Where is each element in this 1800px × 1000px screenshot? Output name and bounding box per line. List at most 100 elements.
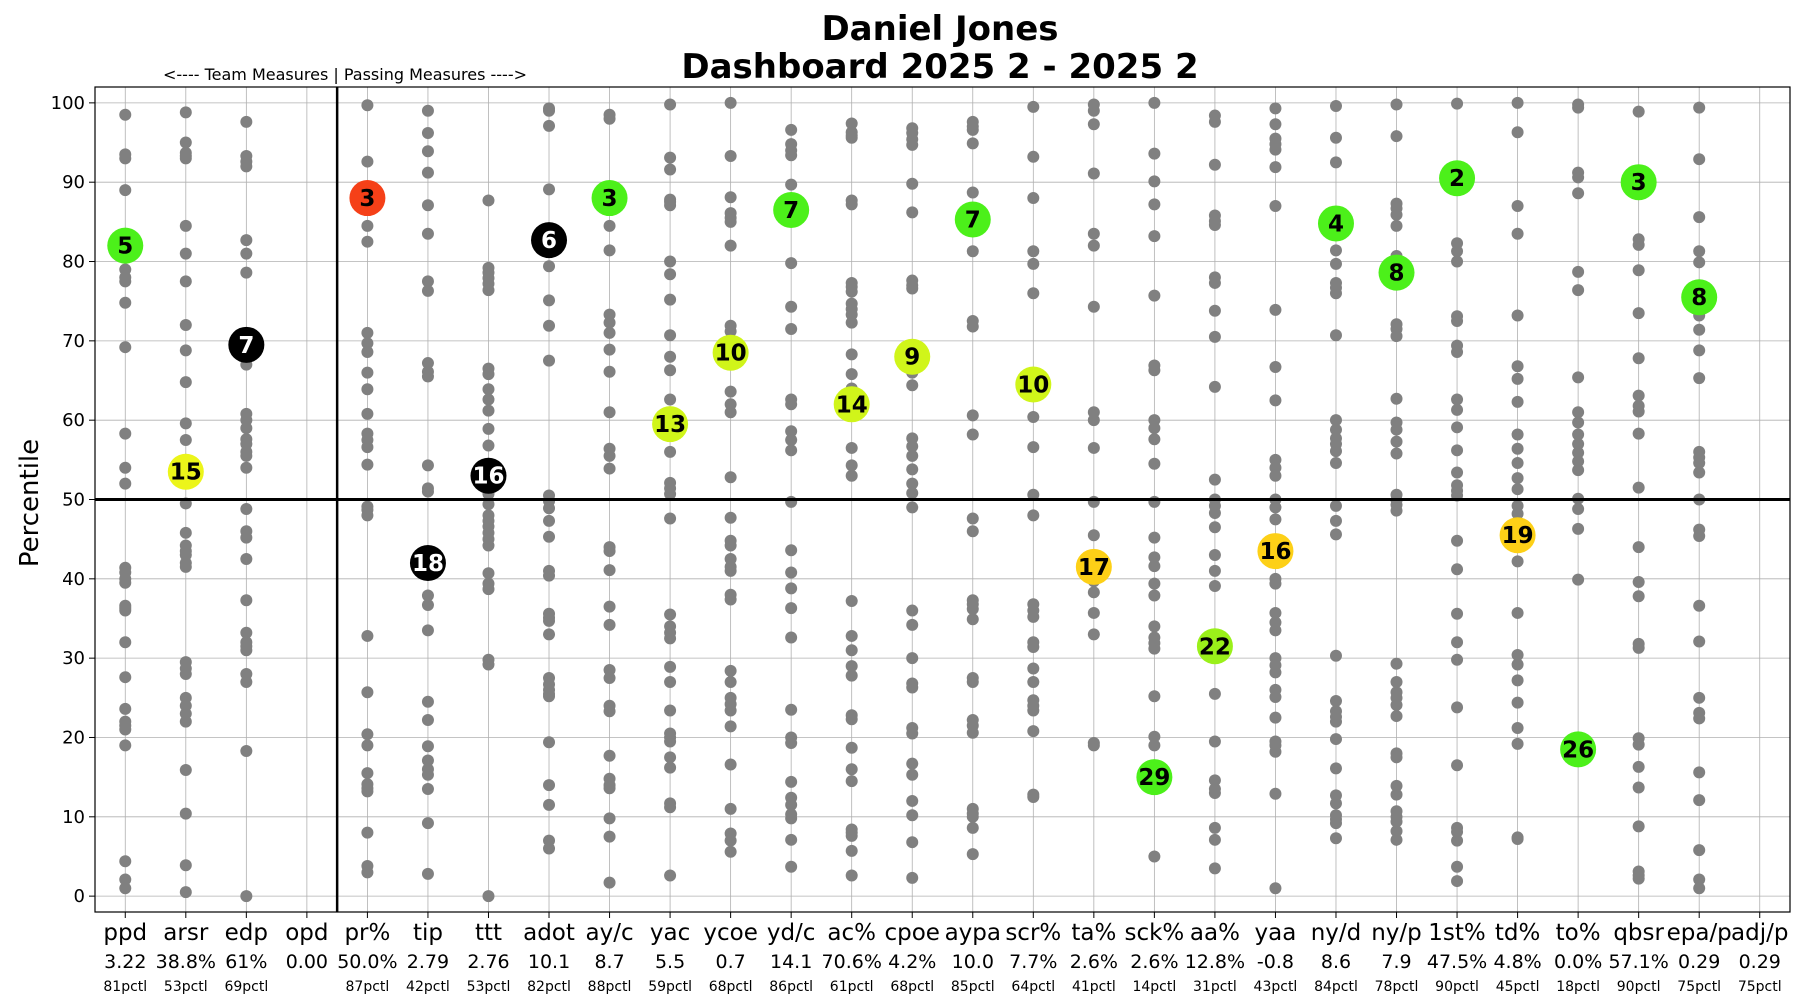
other-player-dot <box>240 422 253 435</box>
category-value: 47.5% <box>1427 951 1487 973</box>
category-percentile: 85pctl <box>951 979 995 995</box>
other-player-dot <box>1572 573 1585 586</box>
other-player-dot <box>421 357 434 370</box>
other-player-dot <box>421 589 434 602</box>
category-value: 0.00 <box>286 951 328 973</box>
other-player-dot <box>1511 674 1524 687</box>
category-value: 2.6% <box>1070 951 1118 973</box>
category-label: adot <box>523 920 575 946</box>
category-percentile: 45pctl <box>1496 979 1540 995</box>
other-player-dot <box>1148 551 1161 564</box>
other-player-dot <box>119 275 132 288</box>
category-percentile: 68pctl <box>890 979 934 995</box>
other-player-dot <box>1572 101 1585 114</box>
other-player-dot <box>664 751 677 764</box>
other-player-dot <box>906 138 919 151</box>
other-player-dot <box>906 809 919 822</box>
other-player-dot <box>1632 641 1645 654</box>
other-player-dot <box>845 198 858 211</box>
other-player-dot <box>845 713 858 726</box>
other-player-dot <box>1329 817 1342 830</box>
other-player-dot <box>785 398 798 411</box>
player-marker <box>1015 366 1052 403</box>
other-player-dot <box>906 768 919 781</box>
other-player-dot <box>1148 96 1161 109</box>
category-value: 12.8% <box>1185 951 1245 973</box>
other-player-dot <box>785 495 798 508</box>
player-marker <box>167 453 204 490</box>
other-player-dot <box>1511 648 1524 661</box>
other-player-dot <box>1329 694 1342 707</box>
other-player-dot <box>1511 737 1524 750</box>
other-player-dot <box>1632 238 1645 251</box>
other-player-dot <box>603 876 616 889</box>
other-player-dot <box>1693 599 1706 612</box>
other-player-dot <box>1087 628 1100 641</box>
other-player-dot <box>1329 445 1342 458</box>
other-player-dot <box>240 675 253 688</box>
other-player-dot <box>1269 394 1282 407</box>
other-player-dot <box>482 890 495 903</box>
other-player-dot <box>1390 833 1403 846</box>
category-value: 10.0 <box>952 951 994 973</box>
other-player-dot <box>603 812 616 825</box>
player-marker <box>1620 164 1657 201</box>
other-player-dot <box>1208 506 1221 519</box>
other-player-dot <box>1693 844 1706 857</box>
other-player-dot <box>1632 481 1645 494</box>
other-player-dot <box>845 844 858 857</box>
other-player-dot <box>1087 739 1100 752</box>
other-player-dot <box>906 477 919 490</box>
other-player-dot <box>724 325 737 338</box>
other-player-dot <box>240 461 253 474</box>
other-player-dot <box>724 758 737 771</box>
other-player-dot <box>603 112 616 125</box>
player-rank-label: 7 <box>783 198 799 224</box>
other-player-dot <box>1572 265 1585 278</box>
other-player-dot <box>1148 433 1161 446</box>
plot-frame <box>94 86 1791 913</box>
other-player-dot <box>179 152 192 165</box>
category-percentile: 86pctl <box>769 979 813 995</box>
player-rank-label: 13 <box>654 412 686 438</box>
other-player-dot <box>1390 504 1403 517</box>
other-player-dot <box>845 316 858 329</box>
other-player-dot <box>724 385 737 398</box>
other-player-dot <box>1087 495 1100 508</box>
other-player-dot <box>421 166 434 179</box>
other-player-dot <box>1511 360 1524 373</box>
category-value: 0.0% <box>1554 951 1602 973</box>
other-player-dot <box>421 714 434 727</box>
category-label: tip <box>413 920 443 946</box>
other-player-dot <box>845 644 858 657</box>
y-tick-label: 80 <box>62 252 85 273</box>
player-marker <box>712 334 749 371</box>
other-player-dot <box>1087 441 1100 454</box>
other-player-dot <box>1208 787 1221 800</box>
other-player-dot <box>1451 759 1464 772</box>
other-player-dot <box>1269 199 1282 212</box>
other-player-dot <box>724 406 737 419</box>
other-player-dot <box>1632 590 1645 603</box>
other-player-dot <box>1329 762 1342 775</box>
other-player-dot <box>1572 187 1585 200</box>
other-player-dot <box>119 427 132 440</box>
category-label: epa/p <box>1667 920 1732 946</box>
category-label: sck% <box>1124 920 1184 946</box>
other-player-dot <box>1511 372 1524 385</box>
category-label: ac% <box>827 920 876 946</box>
other-player-dot <box>1148 422 1161 435</box>
other-player-dot <box>119 671 132 684</box>
other-player-dot <box>119 604 132 617</box>
other-player-dot <box>421 227 434 240</box>
other-player-dot <box>845 775 858 788</box>
other-player-dot <box>603 618 616 631</box>
other-player-dot <box>845 829 858 842</box>
other-player-dot <box>1572 171 1585 184</box>
other-player-dot <box>906 604 919 617</box>
other-player-dot <box>361 441 374 454</box>
other-player-dot <box>966 810 979 823</box>
other-player-dot <box>1208 579 1221 592</box>
other-player-dot <box>482 404 495 417</box>
other-player-dot <box>966 602 979 615</box>
